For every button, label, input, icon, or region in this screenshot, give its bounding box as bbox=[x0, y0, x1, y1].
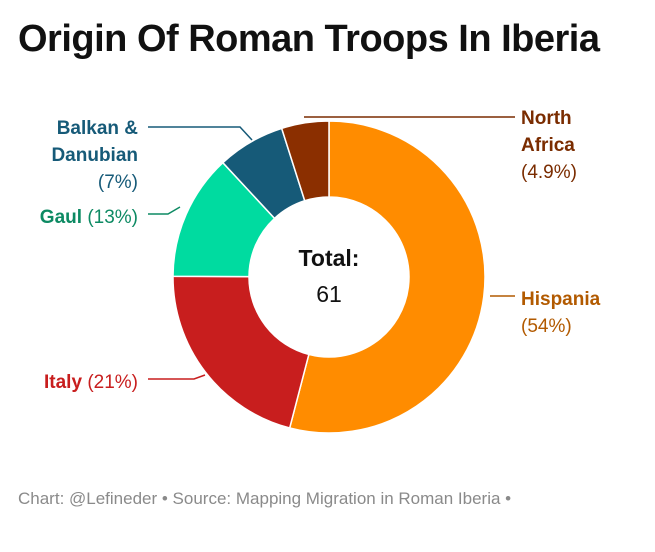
label-italy: Italy (21%) bbox=[44, 372, 138, 393]
leader-line-italy bbox=[148, 374, 206, 380]
leader-line-balkan-danubian bbox=[148, 126, 253, 141]
leader-lines bbox=[148, 116, 515, 380]
label-name-line1-balkan-danubian: Balkan & bbox=[57, 118, 139, 139]
slice-north-africa bbox=[280, 120, 330, 202]
slice-labels: Hispania (54%) Italy (21%) Gaul (13%) Balkan… bbox=[40, 108, 601, 393]
center-label: Total: bbox=[299, 245, 360, 271]
label-percent-north-africa: (4.9%) bbox=[521, 162, 577, 183]
leader-line-gaul bbox=[148, 206, 181, 215]
chart-title: Origin Of Roman Troops In Iberia bbox=[18, 18, 600, 60]
label-name-line1-north-africa: North bbox=[521, 108, 572, 129]
label-percent-balkan-danubian: (7%) bbox=[98, 172, 138, 193]
donut-slices bbox=[172, 120, 486, 434]
slice-hispania bbox=[288, 120, 486, 434]
label-name-line2-north-africa: Africa bbox=[521, 135, 575, 156]
label-name-line2-balkan-danubian: Danubian bbox=[51, 145, 138, 166]
center-value: 61 bbox=[316, 281, 342, 307]
chart-footer: Chart: @Lefineder • Source: Mapping Migr… bbox=[18, 489, 512, 508]
label-gaul: Gaul (13%) bbox=[40, 207, 138, 228]
slice-italy bbox=[172, 275, 310, 429]
label-hispania: Hispania (54%) bbox=[521, 289, 601, 337]
